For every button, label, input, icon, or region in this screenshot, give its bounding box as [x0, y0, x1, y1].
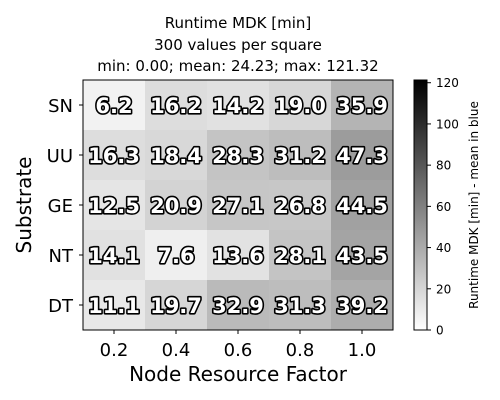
- cell-value-label: 19.0: [274, 94, 326, 118]
- cell-value-label: 44.5: [336, 194, 388, 218]
- cell-value-label: 32.9: [212, 294, 264, 318]
- x-tick-label: 0.2: [100, 340, 129, 361]
- heatmap-cell: [207, 80, 269, 130]
- heatmap-cell: [207, 180, 269, 230]
- cell-value-label: 28.1: [274, 244, 326, 268]
- title-line-2: 300 values per square: [154, 36, 322, 54]
- heatmap-cell: [83, 130, 145, 180]
- cell-value-label: 35.9: [336, 94, 388, 118]
- heatmap-cell: [145, 180, 207, 230]
- y-tick-label: GE: [48, 196, 73, 217]
- heatmap-cell: [269, 80, 331, 130]
- colorbar-tick-label: 100: [436, 117, 459, 131]
- heatmap-cell: [207, 130, 269, 180]
- cell-value-label: 20.9: [150, 194, 202, 218]
- cell-value-label: 16.2: [150, 94, 202, 118]
- heatmap-cell: [331, 230, 393, 280]
- heatmap-cell: [83, 280, 145, 330]
- cell-value-label: 13.6: [212, 244, 264, 268]
- cell-value-label: 39.2: [336, 294, 388, 318]
- colorbar-tick-label: 60: [436, 200, 451, 214]
- colorbar-tick-label: 40: [436, 241, 451, 255]
- colorbar-tick-label: 20: [436, 282, 451, 296]
- chart-title: Runtime MDK [min] 300 values per square …: [97, 14, 378, 75]
- y-tick-label: UU: [47, 146, 73, 167]
- heatmap-cell: [145, 230, 207, 280]
- cell-value-label: 11.1: [88, 294, 140, 318]
- x-axis-label: Node Resource Factor: [129, 362, 348, 386]
- colorbar-tick-label: 0: [436, 324, 444, 338]
- y-tick-label: DT: [48, 296, 74, 317]
- colorbar-ticks: 0 20 40 60 80 100 120: [427, 76, 459, 338]
- cell-value-label: 7.6: [157, 244, 194, 268]
- cell-value-label: 12.5: [88, 194, 140, 218]
- x-axis-ticks: 0.2 0.4 0.6 0.8 1.0: [100, 330, 377, 361]
- title-line-3: min: 0.00; mean: 24.23; max: 121.32: [97, 57, 378, 75]
- heatmap-cell: [269, 230, 331, 280]
- cell-value-label: 6.2: [95, 94, 132, 118]
- cell-value-label: 18.4: [150, 144, 202, 168]
- y-tick-label: NT: [49, 246, 74, 267]
- cell-value-label: 14.2: [212, 94, 264, 118]
- heatmap-cell: [207, 230, 269, 280]
- heatmap-cell: [331, 180, 393, 230]
- x-tick-label: 1.0: [348, 340, 377, 361]
- y-tick-label: SN: [48, 96, 73, 117]
- x-tick-label: 0.6: [224, 340, 253, 361]
- heatmap-cell: [83, 180, 145, 230]
- cell-value-label: 16.3: [88, 144, 140, 168]
- cell-value-label: 19.7: [150, 294, 202, 318]
- heatmap-cell: [331, 80, 393, 130]
- cell-value-label: 28.3: [212, 144, 264, 168]
- heatmap-cell: [83, 230, 145, 280]
- heatmap-cell: [145, 280, 207, 330]
- cell-value-label: 43.5: [336, 244, 388, 268]
- y-axis-ticks: SN UU GE NT DT: [47, 96, 83, 317]
- cell-value-label: 31.3: [274, 294, 326, 318]
- heatmap-cell: [207, 280, 269, 330]
- heatmap-cell: [331, 280, 393, 330]
- title-line-1: Runtime MDK [min]: [165, 14, 312, 32]
- cell-value-label: 27.1: [212, 194, 264, 218]
- cell-value-label: 31.2: [274, 144, 326, 168]
- heatmap-cell: [145, 130, 207, 180]
- heatmap-cell: [83, 80, 145, 130]
- colorbar-tick-label: 80: [436, 159, 451, 173]
- colorbar-tick-label: 120: [436, 76, 459, 90]
- colorbar: [413, 79, 428, 331]
- x-tick-label: 0.4: [162, 340, 191, 361]
- heatmap-cells: 6.2 16.2 14.2 19.0 35.9 16.3 18.4 28.3 31.2 47.3 1…: [83, 80, 393, 330]
- heatmap-cell: [331, 130, 393, 180]
- y-axis-label: Substrate: [12, 157, 36, 254]
- heatmap-cell: [269, 180, 331, 230]
- heatmap-cell: [269, 280, 331, 330]
- cell-value-label: 47.3: [336, 144, 388, 168]
- x-tick-label: 0.8: [286, 340, 315, 361]
- heatmap-cell: [269, 130, 331, 180]
- heatmap-cell: [145, 80, 207, 130]
- colorbar-label: Runtime MDK [min] - mean in blue: [467, 101, 481, 309]
- cell-value-label: 26.8: [274, 194, 326, 218]
- cell-value-label: 14.1: [88, 244, 140, 268]
